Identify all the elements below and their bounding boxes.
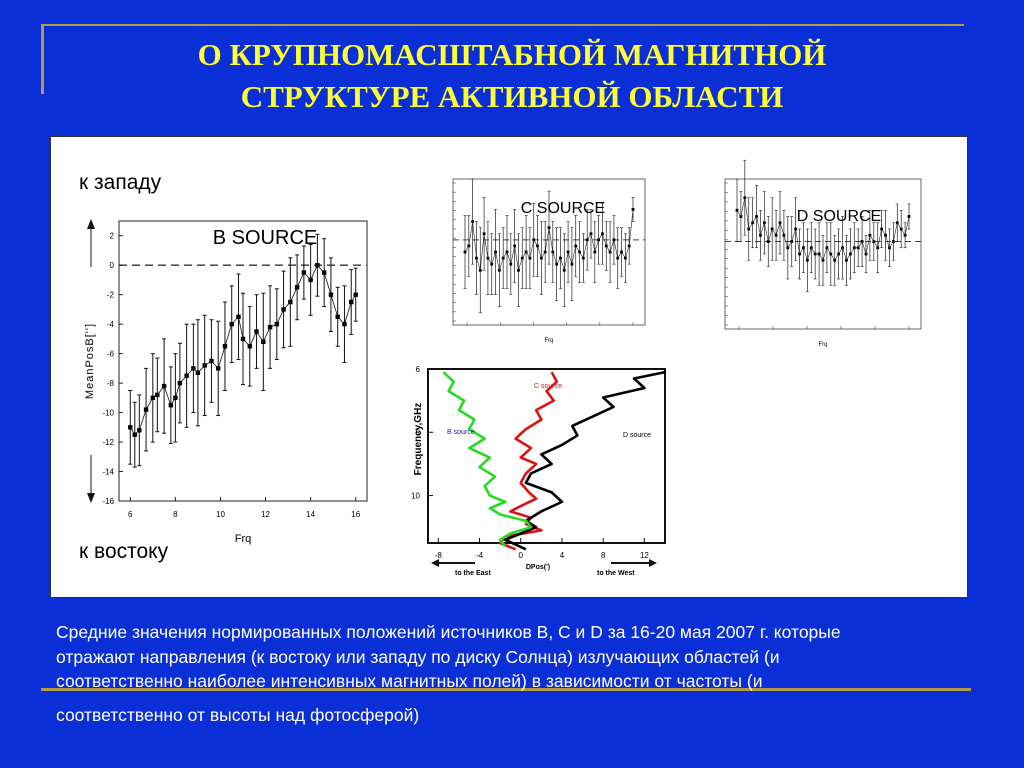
label-west: к западу bbox=[79, 171, 162, 194]
x-tick-label: 16 bbox=[351, 510, 360, 519]
plot-frame bbox=[724, 178, 922, 330]
data-point bbox=[128, 425, 133, 430]
x-tick-label: -4 bbox=[476, 551, 484, 560]
caption-line-3: соответственно наиболее интенсивных магн… bbox=[56, 671, 763, 691]
x-axis-label: Frq bbox=[545, 338, 554, 344]
annotation-east: to the East bbox=[455, 570, 491, 577]
left-rule bbox=[41, 24, 44, 94]
chart-b-source: 2 0 -2 -4 -6 -8 -10 -12 -14 -16 6 8 10 12 14 16 B SOURCE… bbox=[84, 159, 922, 577]
x-tick-label: 6 bbox=[128, 510, 133, 519]
x-tick-label: 10 bbox=[216, 510, 225, 519]
x-axis-label: Frq bbox=[235, 533, 252, 545]
title-line-2: СТРУКТУРЕ АКТИВНОЙ ОБЛАСТИ bbox=[240, 79, 784, 114]
plot-frame bbox=[427, 368, 666, 544]
series-label-b: B source bbox=[447, 429, 475, 436]
arrow-up-head bbox=[87, 219, 95, 229]
top-rule bbox=[41, 24, 964, 26]
y-tick-label: -6 bbox=[107, 350, 115, 359]
x-tick-label: 8 bbox=[601, 551, 606, 560]
x-tick-label: -8 bbox=[435, 551, 443, 560]
plot-frame bbox=[118, 220, 368, 502]
series-line bbox=[464, 209, 634, 272]
x-axis-label: DPos(') bbox=[526, 564, 550, 571]
y-tick-label: -12 bbox=[102, 438, 114, 447]
y-tick-label: 2 bbox=[110, 232, 115, 241]
data-point bbox=[353, 292, 358, 297]
series-line bbox=[129, 264, 357, 436]
y-tick-label: 0 bbox=[110, 261, 115, 270]
chart-title: D SOURCE bbox=[797, 208, 881, 225]
series-line bbox=[736, 197, 910, 262]
plot-frame bbox=[452, 178, 646, 326]
series-line-2 bbox=[442, 371, 533, 547]
y-tick-label: 10 bbox=[411, 492, 420, 501]
figure-panel: к западу к востоку 2 0 -2 -4 -6 -8 -10 -12 -14 -1… bbox=[50, 136, 968, 598]
y-tick-label: -8 bbox=[107, 379, 115, 388]
title-line-1: О КРУПНОМАСШТАБНОЙ МАГНИТНОЙ bbox=[197, 37, 827, 72]
arrow-down-head bbox=[87, 493, 95, 503]
y-tick-label: -16 bbox=[102, 497, 114, 506]
caption-line-1: Средние значения нормированных положений… bbox=[56, 622, 841, 642]
page-title: О КРУПНОМАСШТАБНОЙ МАГНИТНОЙ СТРУКТУРЕ А… bbox=[60, 34, 964, 118]
arrow-west-head bbox=[649, 559, 657, 567]
x-tick-label: 12 bbox=[640, 551, 649, 560]
series-label-c: C source bbox=[534, 383, 562, 390]
annotation-west: to the West bbox=[597, 570, 635, 577]
y-tick-label: -14 bbox=[102, 468, 114, 477]
chart-title: C SOURCE bbox=[521, 200, 605, 217]
y-tick-label: -10 bbox=[102, 409, 114, 418]
caption-line-4: соответственно от высоты над фотосферой) bbox=[56, 704, 420, 725]
x-axis-label: Frq bbox=[819, 342, 828, 348]
label-east: к востоку bbox=[79, 540, 169, 563]
x-tick-label: 8 bbox=[173, 510, 178, 519]
chart-title: B SOURCE bbox=[213, 227, 317, 249]
x-tick-label: 12 bbox=[261, 510, 270, 519]
y-axis-label: Frequency,GHz bbox=[413, 403, 424, 476]
caption-line-2: отражают направления (к востоку или запа… bbox=[56, 646, 780, 667]
series-label-d: D source bbox=[623, 432, 651, 439]
caption: Средние значения нормированных положений… bbox=[56, 620, 976, 727]
x-tick-label: 4 bbox=[560, 551, 565, 560]
y-tick-label: -4 bbox=[107, 320, 115, 329]
y-tick-label: 6 bbox=[416, 365, 421, 374]
x-tick-label: 0 bbox=[519, 551, 524, 560]
y-tick-label: -2 bbox=[107, 291, 115, 300]
y-tick-label: 8 bbox=[416, 428, 421, 437]
arrow-east-head bbox=[431, 559, 439, 567]
y-axis-label: MeanPosB[''] bbox=[84, 323, 96, 399]
bottom-rule bbox=[41, 688, 971, 691]
series-line-1 bbox=[503, 370, 666, 551]
x-tick-label: 14 bbox=[306, 510, 315, 519]
